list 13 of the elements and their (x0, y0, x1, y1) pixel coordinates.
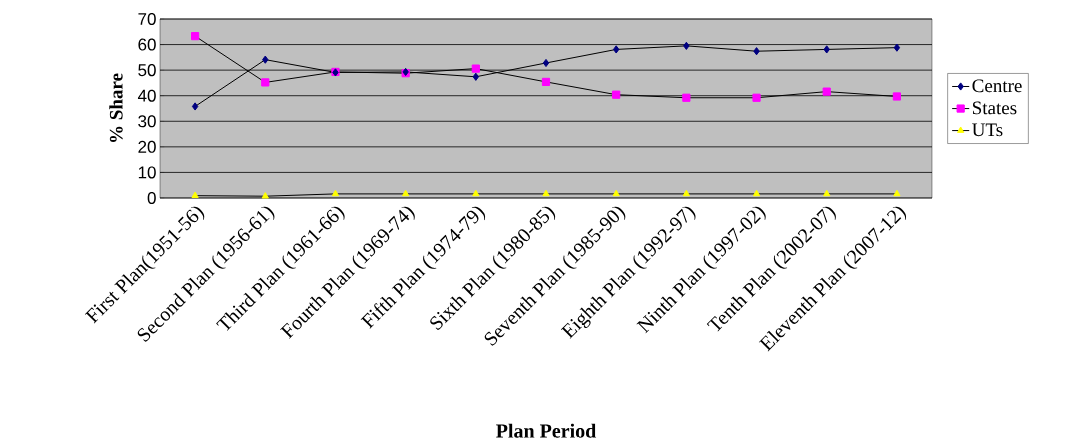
y-tick-label: 20 (138, 140, 156, 153)
y-tick-label: 10 (138, 166, 156, 179)
y-tick-label: 40 (137, 89, 156, 102)
legend-label: Centre (972, 79, 1022, 93)
y-tick-label: 50 (138, 64, 156, 77)
x-axis-title: Plan Period (496, 423, 597, 438)
legend-label: States (972, 101, 1017, 115)
y-tick-label: 60 (138, 38, 156, 51)
y-tick-label: 30 (138, 115, 156, 128)
y-tick-label: 0 (147, 191, 156, 205)
y-tick-label: 70 (138, 12, 156, 26)
legend-label: UTs (972, 123, 1003, 137)
y-axis-title: % Share (109, 73, 123, 142)
